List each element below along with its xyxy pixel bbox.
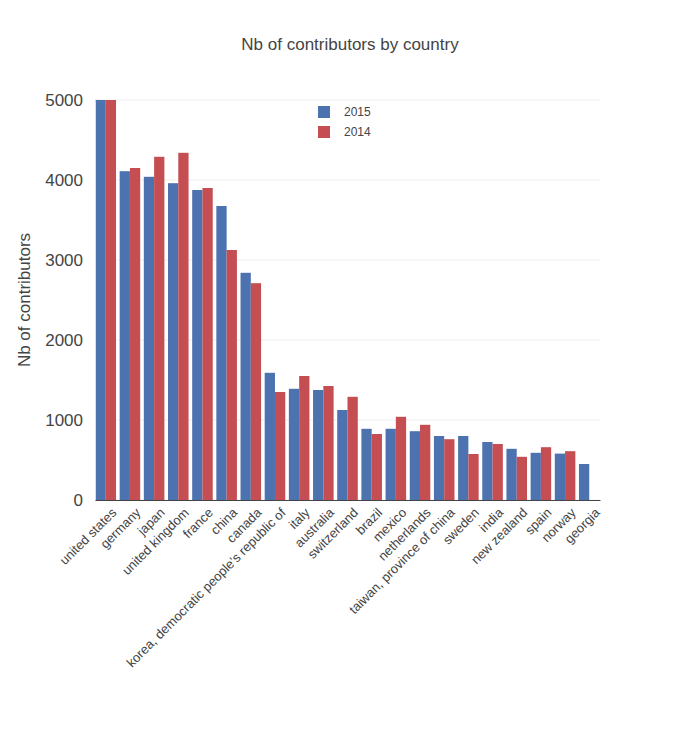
grid-line [95,180,600,181]
bar [372,434,382,500]
bar [468,454,478,500]
x-tick: korea, democratic people's republic of [123,500,288,670]
bar [299,376,309,500]
grid [95,100,600,500]
bar [565,451,575,500]
y-tick: 0 [74,491,95,510]
bar [410,431,420,500]
x-tick-label: switzerland [304,505,361,562]
bar [216,206,226,500]
bar [95,100,105,500]
y-tick-label: 4000 [45,171,83,190]
legend-swatch [318,106,330,118]
bar [168,183,178,500]
bar [579,464,589,500]
bars [95,100,589,500]
bar [227,250,237,500]
bar [386,429,396,500]
bar [444,439,454,500]
x-tick: switzerland [304,500,361,562]
x-tick: new zealand [468,500,530,567]
bar [144,177,154,500]
bar [289,389,299,500]
bar [337,410,347,500]
y-tick: 5000 [45,91,95,110]
bar [154,157,164,500]
y-tick: 4000 [45,171,95,190]
x-tick-label: taiwan, province of china [346,504,458,616]
y-tick: 2000 [45,331,95,350]
bar [493,444,503,500]
bar [531,453,541,500]
legend-label: 2014 [344,125,371,139]
bar [130,168,140,500]
x-axis: united statesgermanyjapanunited kingdomf… [57,500,604,670]
y-axis-line [95,101,96,501]
title: Nb of contributors by country [241,35,459,54]
legend-item: 2015 [318,105,371,119]
bar [506,449,516,500]
x-tick: taiwan, province of china [346,500,458,617]
legend-item: 2014 [318,125,371,139]
y-axis-title: Nb of contributors [15,233,34,367]
y-tick-label: 5000 [45,91,83,110]
bar [120,171,130,500]
bar [241,273,251,500]
bar [348,397,358,500]
legend-label: 2015 [344,105,371,119]
x-axis-line [96,500,601,501]
x-tick-label: new zealand [468,505,530,567]
bar [323,386,333,500]
legend-swatch [318,126,330,138]
chart: 0 1000 2000 3000 4000 5000 united statesgerman… [0,0,700,750]
y-tick-label: 1000 [45,411,83,430]
bar [265,373,275,500]
x-tick-label: korea, democratic people's republic of [123,505,288,670]
bar [106,100,116,500]
y-tick: 3000 [45,251,95,270]
bar [251,283,261,500]
y-tick-label: 3000 [45,251,83,270]
bar [517,457,527,500]
x-tick-label: united kingdom [119,505,192,578]
x-tick: france [180,500,216,541]
x-tick: georgia [562,500,604,546]
bar [434,436,444,500]
x-tick-label: georgia [562,504,604,546]
bar [541,447,551,500]
y-tick-label: 2000 [45,331,83,350]
bar [202,188,212,500]
bar [361,429,371,500]
y-tick: 1000 [45,411,95,430]
bar [458,436,468,500]
bar [482,442,492,500]
y-axis: 0 1000 2000 3000 4000 5000 [45,91,95,510]
bar [555,454,565,500]
bar [396,417,406,500]
y-tick-label: 0 [74,491,83,510]
legend: 2015 2014 [318,105,371,139]
bar [275,392,285,500]
grid-line [95,100,600,101]
bar [192,190,202,500]
bar [178,153,188,500]
bar [313,390,323,500]
x-tick: united kingdom [119,500,192,578]
bar [420,425,430,500]
x-tick-label: sweden [440,505,482,547]
